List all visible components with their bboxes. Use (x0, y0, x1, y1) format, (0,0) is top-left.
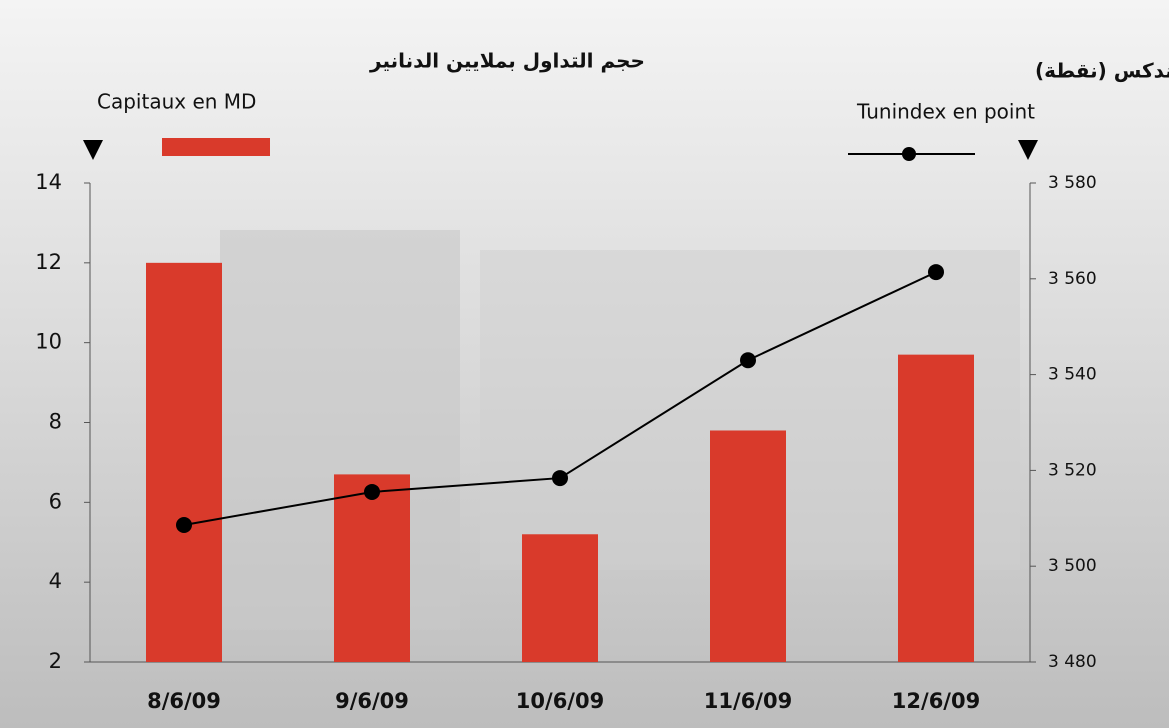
y2-tick-label: 3 560 (1048, 269, 1097, 289)
line-point (928, 264, 944, 280)
y2-tick-label: 3 540 (1048, 365, 1097, 385)
x-tick-label: 12/6/09 (892, 689, 980, 713)
legend-swatch (902, 147, 916, 161)
line-point (364, 484, 380, 500)
legend-label: Tunindex en point (856, 100, 1035, 124)
y-tick-label: 8 (49, 410, 62, 434)
x-tick-label: 10/6/09 (516, 689, 604, 713)
y2-axis-title: مؤشر التوناندكس (نقطة) (1035, 59, 1169, 83)
y2-tick-label: 3 520 (1048, 460, 1097, 480)
x-tick-label: 9/6/09 (335, 689, 409, 713)
page: {"chart_data": {"type": "bar-line", "y_l… (0, 0, 1169, 728)
x-tick-label: 8/6/09 (147, 689, 221, 713)
y-tick-label: 6 (49, 489, 62, 513)
bar (898, 355, 974, 662)
bar (522, 534, 598, 662)
y-tick-label: 12 (35, 250, 62, 274)
line-point (740, 352, 756, 368)
line-point (176, 517, 192, 533)
y-tick-label: 14 (35, 170, 62, 194)
y2-tick-label: 3 500 (1048, 556, 1097, 576)
bar (146, 263, 222, 662)
chart: حجم التداول بملايين الدنانير مؤشر التونا… (0, 0, 1169, 728)
x-tick-label: 11/6/09 (704, 689, 792, 713)
y2-tick-label: 3 480 (1048, 652, 1097, 672)
legend-label: Capitaux en MD (97, 90, 256, 114)
y-tick-label: 10 (35, 330, 62, 354)
y2-tick-label: 3 580 (1048, 173, 1097, 193)
legend-swatch (162, 138, 270, 156)
y-tick-label: 4 (49, 569, 62, 593)
y-tick-label: 2 (49, 649, 62, 673)
bar (334, 474, 410, 662)
bar (710, 430, 786, 662)
y-axis-title: حجم التداول بملايين الدنانير (369, 49, 645, 73)
line-point (552, 470, 568, 486)
